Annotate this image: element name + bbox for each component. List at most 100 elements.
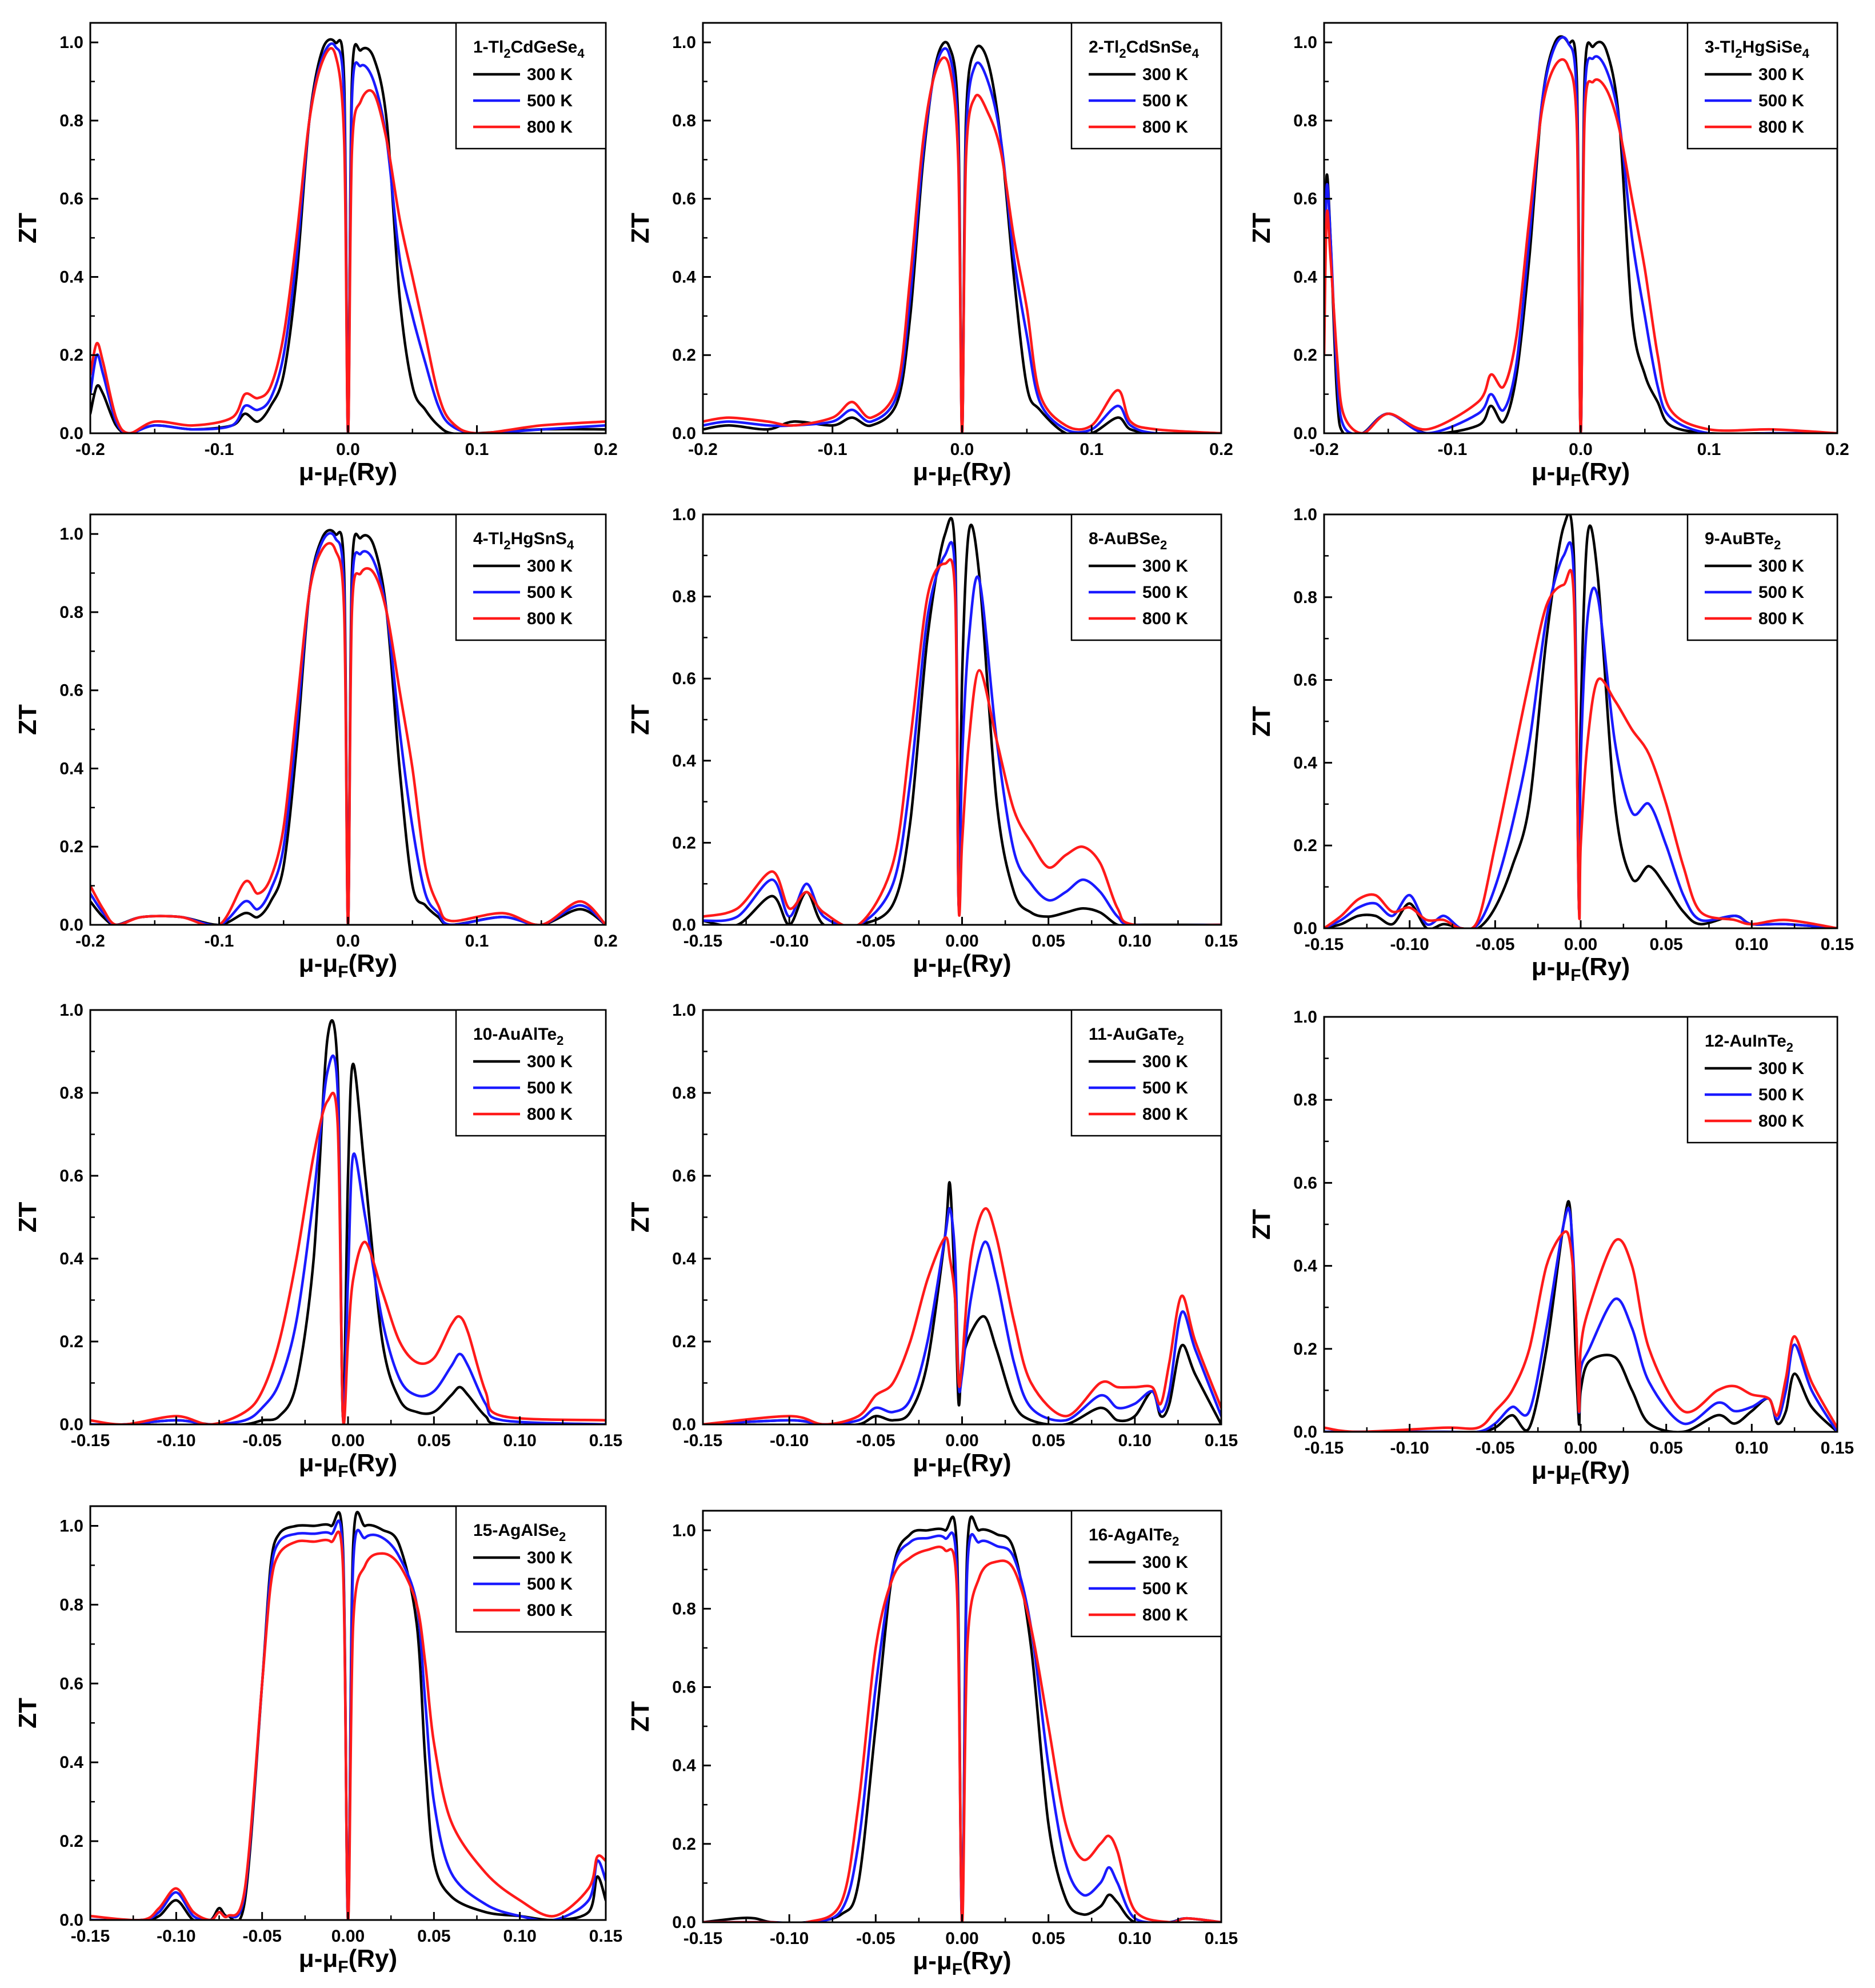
y-axis-title: ZT (14, 1202, 42, 1233)
legend-entry: 300 K (1142, 1052, 1188, 1071)
y-tick-label: 0.0 (672, 1415, 696, 1434)
legend-entry: 800 K (1758, 609, 1804, 628)
legend-entry: 500 K (1758, 91, 1804, 110)
legend-entry: 800 K (1142, 118, 1188, 137)
y-tick-label: 0.0 (1293, 1423, 1317, 1442)
series-line-800k (1324, 58, 1837, 433)
y-tick-label: 0.8 (672, 588, 696, 606)
x-tick-label: -0.2 (75, 440, 105, 459)
chart-panel-10: -0.15 -0.10 -0.05 0.00 0.05 0.10 0.15 0.0 0.2 0.4… (14, 1505, 622, 1977)
y-tick-label: 0.0 (59, 916, 83, 935)
legend-entry: 500 K (1142, 583, 1188, 602)
x-tick-label: 0.0 (1569, 440, 1593, 459)
legend-title-subscript: 2 (1119, 46, 1126, 61)
y-tick-label: 0.4 (1293, 268, 1317, 286)
x-tick-label: 0.05 (1649, 1439, 1682, 1458)
series-line-300k (703, 1181, 1221, 1424)
y-tick-label: 0.4 (1293, 753, 1317, 772)
chart-panel-1: -0.2 -0.1 0.0 0.1 0.2 0.0 0.2 0.4 0.6 0.8 1.0 ZT μ-μ… (14, 22, 618, 490)
y-axis-title: ZT (1248, 1209, 1276, 1240)
x-tick-label: 0.05 (1032, 932, 1065, 951)
legend-entry: 300 K (527, 557, 573, 576)
x-axis-title-sub: F (952, 471, 962, 490)
y-tick-label: 0.0 (672, 424, 696, 443)
series-group (90, 1019, 606, 1424)
x-tick-label: 0.10 (1118, 932, 1152, 951)
legend-title: 1-Tl2CdGeSe4 (473, 38, 585, 61)
x-tick-label: 0.1 (465, 440, 489, 459)
x-tick-label: -0.10 (770, 1431, 809, 1450)
legend-entry: 500 K (527, 583, 573, 602)
legend-entry: 300 K (527, 1052, 573, 1071)
x-axis-title-sub: F (338, 1958, 348, 1977)
x-axis-title-unit: (Ry) (349, 1449, 398, 1477)
legend-title-text: 3-Tl (1705, 38, 1735, 57)
x-axis-title-unit: (Ry) (349, 458, 398, 486)
y-tick-label: 0.0 (1293, 424, 1317, 443)
legend-title-subscript: 2 (1735, 46, 1742, 61)
legend-entry: 800 K (1142, 609, 1188, 628)
x-axis-title-unit: (Ry) (349, 1945, 398, 1973)
chart-panel-7: -0.15 -0.10 -0.05 0.00 0.05 0.10 0.15 0.0 0.2 0.4… (14, 1001, 622, 1481)
y-tick-label: 0.2 (1293, 346, 1317, 365)
x-tick-label: 0.1 (1080, 440, 1104, 459)
legend-entry: 800 K (527, 1601, 573, 1620)
x-axis-title-main: μ-μ (913, 949, 952, 977)
series-group (703, 517, 1221, 925)
y-tick-label: 0.8 (1293, 111, 1317, 130)
y-tick-label: 0.6 (672, 1678, 696, 1697)
legend-title: 9-AuBTe2 (1705, 529, 1781, 552)
x-axis-title: μ-μF(Ry) (913, 1947, 1011, 1979)
legend-title: 16-AgAlTe2 (1089, 1526, 1179, 1548)
x-tick-label: 0.05 (417, 1431, 450, 1450)
y-tick-label: 0.2 (1293, 836, 1317, 855)
x-tick-label: -0.2 (75, 932, 105, 951)
y-tick-label: 0.8 (59, 1084, 83, 1103)
legend-title-subscript: 2 (1774, 538, 1781, 552)
x-tick-label: 0.05 (1032, 1431, 1065, 1450)
y-tick-label: 0.0 (672, 916, 696, 935)
x-axis-title-unit: (Ry) (1581, 1456, 1630, 1484)
x-axis-title-main: μ-μ (913, 1947, 952, 1975)
legend-title: 3-Tl2HgSiSe4 (1705, 38, 1810, 61)
legend-title-text: HgSnS (511, 529, 567, 548)
y-axis-title: ZT (626, 1202, 654, 1233)
legend-entry: 800 K (1758, 118, 1804, 137)
y-tick-label: 0.2 (59, 1832, 83, 1851)
x-axis-title-sub: F (338, 471, 348, 490)
x-tick-label: 0.10 (1735, 1439, 1768, 1458)
legend-title-subscript: 4 (1802, 46, 1810, 61)
x-tick-label: 0.05 (1649, 935, 1682, 954)
x-tick-label: 0.2 (1209, 440, 1233, 459)
legend-title-text: CdSnSe (1126, 38, 1192, 57)
legend-title-text: CdGeSe (511, 38, 578, 57)
y-tick-label: 1.0 (59, 1516, 83, 1535)
legend-entry: 300 K (1142, 557, 1188, 576)
x-axis-title-sub: F (952, 1462, 962, 1481)
legend-entry: 300 K (527, 1548, 573, 1567)
x-tick-label: -0.15 (1305, 935, 1344, 954)
x-tick-label: 0.15 (1821, 935, 1854, 954)
x-axis-title: μ-μF(Ry) (913, 458, 1011, 490)
y-tick-label: 1.0 (1293, 33, 1317, 52)
legend-entry: 500 K (527, 1079, 573, 1097)
y-axis-title: ZT (626, 1701, 654, 1732)
legend-title-subscript: 4 (577, 46, 585, 61)
x-tick-label: -0.05 (856, 932, 895, 951)
legend-title-subscript: 2 (559, 1530, 566, 1544)
x-tick-label: -0.05 (1476, 935, 1514, 954)
y-tick-label: 0.8 (59, 603, 83, 622)
x-tick-label: -0.15 (71, 1927, 110, 1946)
x-axis-title: μ-μF(Ry) (299, 1945, 397, 1977)
x-tick-label: -0.15 (683, 1431, 722, 1450)
legend-title-text: 1-Tl (473, 38, 503, 57)
x-tick-label: 0.0 (336, 440, 360, 459)
legend-title: 4-Tl2HgSnS4 (473, 529, 574, 552)
legend-entry: 500 K (1758, 583, 1804, 602)
y-tick-label: 0.4 (59, 268, 83, 286)
y-tick-label: 1.0 (59, 525, 83, 544)
series-line-800k (1324, 1230, 1837, 1432)
legend-title-text: 4-Tl (473, 529, 503, 548)
x-axis-title-sub: F (1570, 1470, 1581, 1488)
legend-entry: 300 K (1758, 557, 1804, 576)
